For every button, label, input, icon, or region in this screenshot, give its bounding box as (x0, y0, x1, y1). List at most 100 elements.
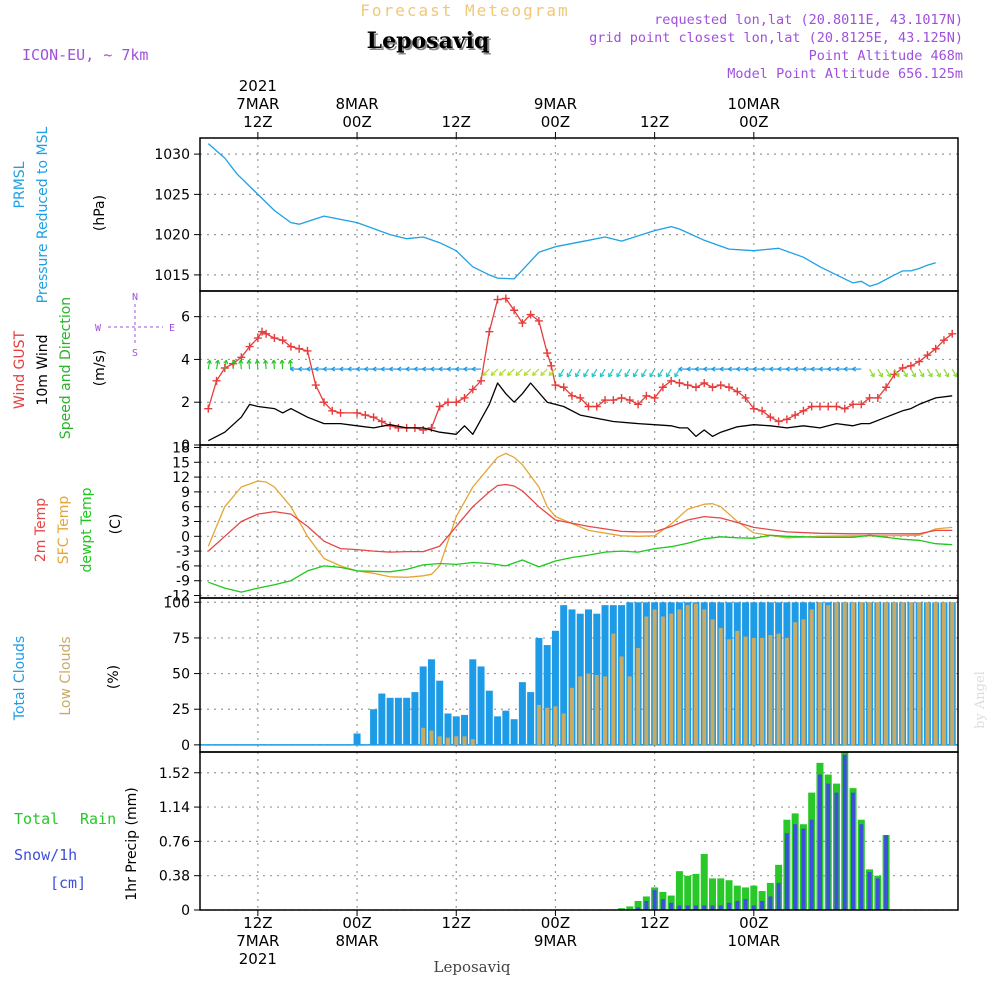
gust-marker-1 (212, 376, 221, 385)
wind-arrow-33 (422, 366, 432, 372)
rain-bar-11 (708, 878, 716, 910)
wind-arrow-24 (347, 366, 358, 372)
temp2m-line (207, 483, 953, 553)
wind-arrow-head-38 (463, 366, 468, 372)
wind-arrow-75 (769, 366, 779, 372)
low-cloud-bar-53 (644, 616, 649, 745)
gust-marker-17 (336, 408, 345, 417)
wind-arrow-head-86 (870, 372, 875, 378)
wind-arrow-shaft-12 (256, 360, 259, 370)
wind-arrow-shaft-56 (616, 368, 623, 378)
low-cloud-bar-83 (892, 602, 897, 745)
wind-arrow-95 (943, 368, 950, 378)
wind-arrow-65 (686, 366, 696, 372)
rain-bar-6 (667, 895, 675, 910)
low-cloud-bar-80 (867, 602, 872, 745)
wind-arrow-head-37 (455, 366, 460, 372)
total-cloud-bar-35 (494, 716, 502, 745)
low-cloud-bar-43 (561, 713, 566, 745)
wind-arrow-89 (893, 368, 900, 378)
gust-marker-87 (915, 357, 924, 366)
low-cloud-bar-42 (553, 706, 558, 745)
wind-arrow-head-66 (694, 366, 699, 372)
wind-arrow-head-35 (438, 366, 443, 372)
low-cloud-bar-87 (925, 602, 930, 745)
low-cloud-bar-71 (793, 622, 798, 745)
wind-arrow-9 (231, 359, 237, 370)
wind-arrow-86 (869, 368, 875, 378)
gust-marker-30 (452, 398, 461, 407)
low-cloud-bar-32 (470, 739, 475, 745)
wind-arrow-50 (566, 368, 573, 378)
wind-arrow-head-76 (777, 366, 782, 372)
wind-arrow-58 (632, 368, 639, 378)
temp-label-1: 2m Temp (33, 498, 49, 562)
total-cloud-bar-48 (601, 605, 609, 745)
wind-arrow-shaft-91 (910, 368, 916, 378)
wind-arrow-head-58 (632, 372, 638, 378)
wind-ytick-label-2: 4 (181, 352, 190, 368)
pressure-ytick-label-0: 1015 (154, 268, 190, 284)
temp-ytick-label-9: 15 (172, 455, 190, 471)
snow-bar-14 (735, 900, 740, 910)
low-cloud-bar-45 (578, 676, 583, 745)
temp-ytick-label-0: -12 (167, 589, 190, 605)
cloud-bars (200, 602, 958, 746)
gust-marker-31 (460, 393, 469, 402)
low-cloud-bar-81 (875, 602, 880, 745)
wind-arrow-shaft-57 (624, 368, 631, 378)
gust-marker-54 (642, 391, 651, 400)
rain-bar-1 (626, 906, 634, 910)
top-label-3-0: 9MAR (534, 95, 577, 113)
requested-coords: requested lon,lat (20.8011E, 43.1017N) (654, 12, 963, 28)
compass-w: W (95, 323, 102, 334)
gust-marker-53 (634, 400, 643, 409)
gust-marker-23 (394, 423, 403, 432)
wind-arrow-head-78 (794, 366, 799, 372)
wind-arrow-shaft-52 (583, 368, 590, 378)
total-cloud-bar-38 (518, 682, 526, 745)
total-cloud-bar-28 (436, 680, 444, 745)
gust-marker-70 (774, 417, 783, 426)
wind-arrow-46 (531, 368, 540, 377)
gust-marker-75 (815, 402, 824, 411)
wind-arrow-head-69 (719, 366, 724, 372)
wind-arrow-32 (413, 366, 424, 372)
wind-arrow-29 (389, 366, 399, 372)
gust-marker-43 (551, 381, 560, 390)
wind-arrow-40 (482, 368, 490, 377)
precip-ytick-label-3: 1.14 (159, 800, 190, 816)
wind-direction-arrows (206, 359, 958, 378)
gust-marker-16 (328, 406, 337, 415)
total-cloud-bar-31 (461, 714, 469, 745)
precip-frame (199, 751, 959, 911)
wind-arrow-head-23 (339, 366, 344, 372)
wind-arrow-91 (910, 368, 917, 378)
wind-arrow-head-19 (306, 366, 311, 372)
wind-arrow-55 (608, 368, 614, 378)
snow-bar-15 (743, 899, 748, 910)
wind-arrow-shaft-89 (893, 368, 900, 378)
snow-bar-23 (809, 819, 814, 910)
total-cloud-bar-40 (535, 637, 543, 745)
wind-arrow-61 (657, 368, 664, 378)
wind-arrow-head-64 (678, 366, 683, 372)
total-cloud-bar-24 (403, 697, 411, 745)
wind-arrow-56 (616, 368, 623, 378)
total-cloud-bar-21 (378, 693, 386, 745)
wind-arrow-shaft-63 (674, 368, 680, 378)
wind-arrow-head-65 (686, 366, 691, 372)
wind-arrow-shaft-43 (507, 368, 515, 376)
gust-marker-49 (601, 396, 610, 405)
gust-marker-44 (559, 383, 568, 392)
bottom-label-0-0: 12Z (243, 914, 272, 932)
wind-arrow-13 (263, 359, 269, 370)
wind-arrow-head-53 (591, 372, 597, 378)
gust-marker-9 (270, 334, 279, 343)
wind-arrow-head-59 (641, 372, 646, 378)
wind-arrow-head-60 (649, 372, 654, 378)
precip-label-total: Total (14, 810, 59, 828)
gust-marker-71 (782, 415, 791, 424)
snow-bar-18 (768, 896, 773, 910)
gust-marker-21 (377, 417, 386, 426)
